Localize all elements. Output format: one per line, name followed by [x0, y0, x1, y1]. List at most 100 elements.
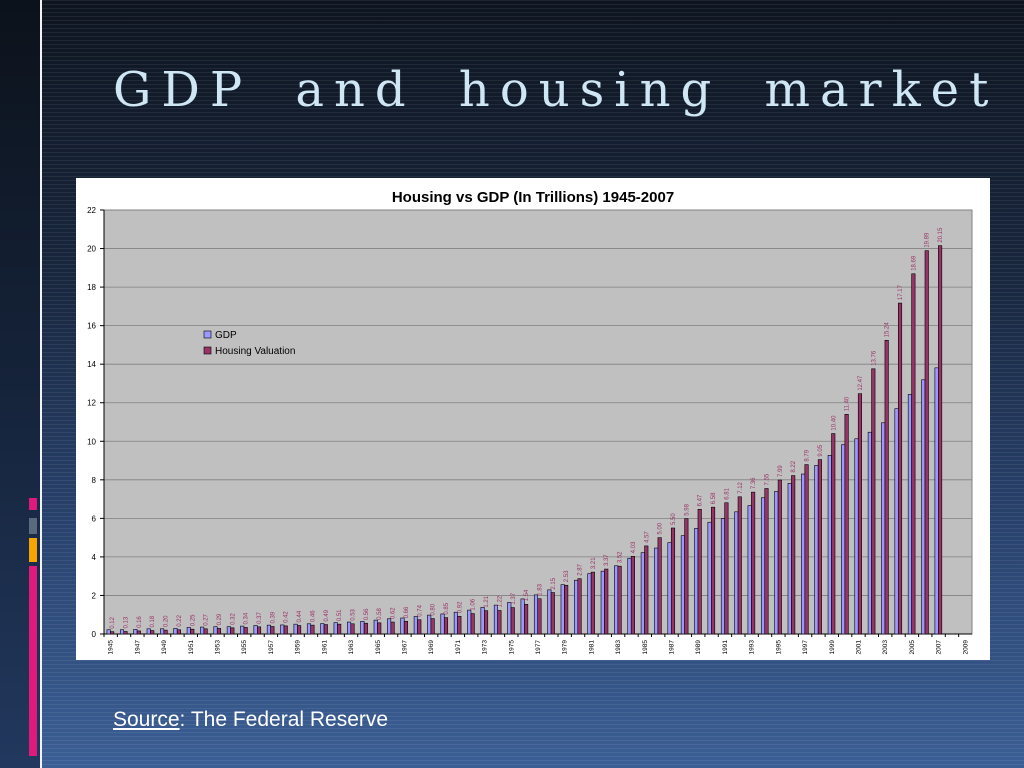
gdp-bar	[320, 623, 325, 635]
data-label: 4.57	[644, 531, 650, 543]
gdp-bar	[654, 547, 659, 635]
data-label: 0.66	[404, 606, 410, 618]
housing-bar	[363, 622, 368, 635]
data-label: 1.83	[537, 583, 543, 595]
housing-bar	[831, 433, 836, 635]
housing-bar	[150, 630, 155, 635]
housing-bar	[844, 413, 849, 635]
data-label: 0.32	[230, 612, 236, 624]
gdp-bar	[400, 617, 405, 635]
housing-bar	[350, 623, 355, 635]
gdp-bar	[413, 616, 418, 635]
x-tick-label: 1997	[802, 640, 809, 655]
gdp-bar	[146, 628, 151, 635]
y-tick-label: 22	[87, 206, 96, 215]
data-label: 6.58	[711, 492, 717, 504]
data-label: 0.46	[310, 610, 316, 622]
data-label: 9.05	[818, 444, 824, 456]
source-link[interactable]: Source	[113, 708, 180, 731]
y-tick-label: 14	[87, 360, 96, 369]
x-tick-label: 1949	[161, 640, 168, 655]
data-label: 0.80	[431, 603, 437, 615]
housing-bar	[724, 502, 729, 635]
gdp-bar	[747, 505, 752, 635]
housing-bar	[283, 625, 288, 635]
x-tick-label: 1951	[188, 640, 195, 655]
housing-bar	[630, 556, 635, 635]
accent-bar-orange	[29, 538, 37, 562]
gdp-bar	[760, 497, 766, 635]
gdp-bar	[480, 607, 485, 635]
gdp-bar	[226, 626, 231, 635]
housing-bar	[924, 250, 929, 635]
gdp-bar	[707, 521, 712, 635]
gdp-bar	[547, 589, 552, 635]
data-label: 8.22	[791, 460, 797, 472]
housing-bar	[737, 496, 742, 635]
data-label: 7.99	[778, 465, 784, 477]
x-tick-label: 1945	[108, 640, 115, 655]
housing-bar	[297, 625, 302, 635]
data-label: 0.34	[244, 612, 250, 624]
gdp-bar	[587, 573, 592, 635]
chart-title: Housing vs GDP (In Trillions) 1945-2007	[392, 189, 674, 206]
housing-bar	[390, 621, 395, 635]
x-tick-label: 1999	[829, 640, 836, 655]
x-tick-label: 2007	[936, 640, 943, 655]
housing-bar	[524, 604, 529, 635]
gdp-bar	[253, 625, 258, 635]
gdp-bar	[467, 609, 472, 635]
source-citation: Source: The Federal Reserve	[113, 708, 388, 732]
gdp-bar	[627, 557, 632, 635]
data-label: 7.36	[751, 477, 757, 489]
data-label: 0.58	[377, 607, 383, 619]
gdp-bar	[600, 570, 605, 635]
data-label: 0.53	[351, 608, 357, 620]
data-label: 1.54	[524, 589, 530, 601]
housing-bar	[791, 475, 796, 635]
gdp-bar	[734, 511, 739, 635]
x-tick-label: 2003	[882, 640, 889, 655]
housing-bar	[337, 623, 342, 635]
data-label: 13.76	[871, 350, 877, 366]
housing-bar	[871, 368, 876, 635]
gdp-bar	[360, 620, 365, 635]
data-label: 5.00	[658, 522, 664, 534]
gdp-bar	[160, 628, 165, 635]
data-label: 0.18	[150, 615, 156, 627]
data-label: 1.37	[511, 592, 517, 604]
data-label: 0.37	[257, 612, 263, 624]
chart-container: Housing vs GDP (In Trillions) 1945-2007 0…	[76, 178, 990, 660]
housing-bar	[216, 628, 222, 635]
gdp-bar	[921, 379, 926, 635]
data-label: 1.22	[497, 595, 503, 607]
data-label: 0.25	[190, 614, 196, 626]
accent-bar-pink	[29, 498, 37, 510]
x-tick-label: 1993	[749, 640, 756, 655]
x-tick-label: 1985	[642, 640, 649, 655]
gdp-bar	[387, 618, 392, 635]
data-label: 1.06	[471, 598, 477, 610]
data-label: 1.21	[484, 595, 490, 607]
data-label: 7.12	[738, 481, 744, 493]
data-label: 2.87	[578, 563, 584, 575]
gdp-bar	[119, 629, 125, 635]
x-tick-label: 1947	[134, 640, 141, 655]
data-label: 0.20	[164, 615, 170, 627]
housing-bar	[564, 584, 569, 635]
data-label: 11.40	[845, 396, 851, 411]
housing-bar	[817, 459, 822, 635]
gdp-bar	[240, 625, 245, 635]
data-label: 7.55	[764, 473, 770, 485]
housing-bar	[470, 613, 475, 635]
housing-bar	[684, 518, 689, 635]
gdp-bar	[934, 367, 939, 635]
data-label: 4.03	[631, 541, 637, 553]
data-label: 12.47	[858, 375, 864, 391]
data-label: 6.81	[724, 487, 730, 499]
gdp-bar	[867, 431, 872, 635]
gdp-bar	[280, 624, 285, 635]
y-tick-label: 10	[87, 437, 96, 446]
gdp-bar	[694, 528, 699, 635]
housing-bar	[457, 615, 462, 635]
